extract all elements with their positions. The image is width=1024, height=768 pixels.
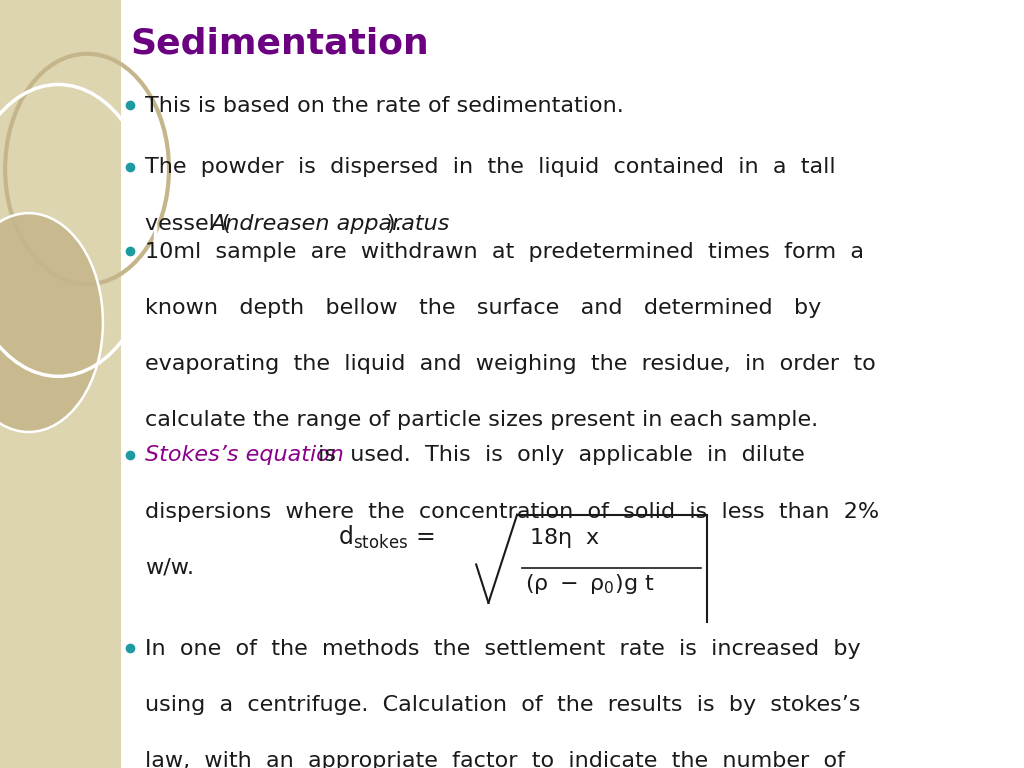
Text: using  a  centrifuge.  Calculation  of  the  results  is  by  stokes’s: using a centrifuge. Calculation of the r… <box>145 695 861 715</box>
Text: This is based on the rate of sedimentation.: This is based on the rate of sedimentati… <box>145 96 625 116</box>
Text: In  one  of  the  methods  the  settlement  rate  is  increased  by: In one of the methods the settlement rat… <box>145 639 861 659</box>
Text: known   depth   bellow   the   surface   and   determined   by: known depth bellow the surface and deter… <box>145 298 821 318</box>
Text: vessel (​: vessel (​ <box>145 214 231 233</box>
Text: is  used.  This  is  only  applicable  in  dilute: is used. This is only applicable in dilu… <box>311 445 805 465</box>
Text: 10ml  sample  are  withdrawn  at  predetermined  times  form  a: 10ml sample are withdrawn at predetermin… <box>145 242 864 262</box>
Text: calculate the range of particle sizes present in each sample.: calculate the range of particle sizes pr… <box>145 410 818 430</box>
Bar <box>0 0 121 768</box>
Text: Stokes’s equation: Stokes’s equation <box>145 445 344 465</box>
Text: $\mathsf{d_{stokes}}$ =: $\mathsf{d_{stokes}}$ = <box>338 524 437 551</box>
Text: The  powder  is  dispersed  in  the  liquid  contained  in  a  tall: The powder is dispersed in the liquid co… <box>145 157 836 177</box>
Text: $\mathsf{(\rho\ -\ \rho_0)g\ t}$: $\mathsf{(\rho\ -\ \rho_0)g\ t}$ <box>525 572 655 596</box>
Text: law,  with  an  appropriate  factor  to  indicate  the  number  of: law, with an appropriate factor to indic… <box>145 751 846 768</box>
Text: $\mathsf{18\eta}$  x: $\mathsf{18\eta}$ x <box>529 526 600 550</box>
Text: Sedimentation: Sedimentation <box>130 27 429 61</box>
Ellipse shape <box>0 214 102 432</box>
Text: w/w.: w/w. <box>145 558 195 578</box>
Text: Andreasen apparatus: Andreasen apparatus <box>210 214 450 233</box>
Text: ).: ). <box>386 214 401 233</box>
Text: dispersions  where  the  concentration  of  solid  is  less  than  2%: dispersions where the concentration of s… <box>145 502 880 521</box>
Text: evaporating  the  liquid  and  weighing  the  residue,  in  order  to: evaporating the liquid and weighing the … <box>145 354 877 374</box>
